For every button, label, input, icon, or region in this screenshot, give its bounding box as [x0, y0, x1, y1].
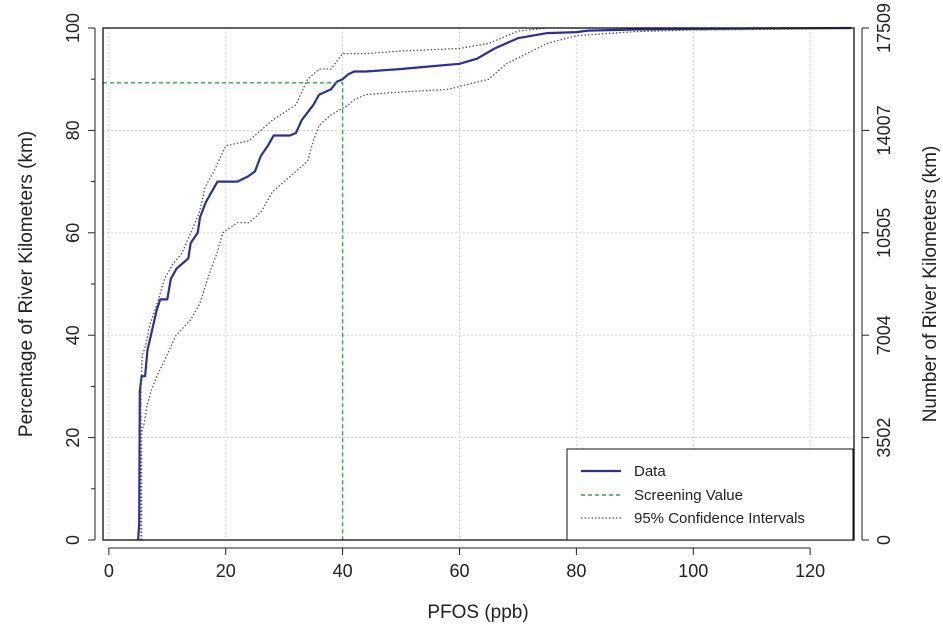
- y-tick-label-right: 10505: [874, 208, 894, 258]
- legend-label-confidence-intervals: 95% Confidence Intervals: [634, 510, 805, 527]
- legend-box: [566, 448, 854, 541]
- x-tick-label: 20: [216, 561, 236, 581]
- x-axis: 0 20 40 60 80 100 120: [104, 547, 825, 581]
- y-tick-label-left: 60: [63, 223, 83, 243]
- legend-label-data: Data: [634, 463, 666, 480]
- x-tick-label: 60: [449, 561, 469, 581]
- series-layer: [103, 26, 852, 541]
- y-tick-label-left: 20: [63, 428, 83, 448]
- x-tick-label: 80: [566, 561, 586, 581]
- y-tick-label-right: 7004: [874, 315, 894, 355]
- y-tick-label-left: 40: [63, 325, 83, 345]
- legend: Data Screening Value 95% Confidence Inte…: [566, 448, 854, 541]
- x-tick-label: 0: [104, 561, 114, 581]
- y-tick-label-left: 0: [63, 535, 83, 545]
- legend-label-screening-value: Screening Value: [634, 487, 743, 504]
- x-tick-label: 100: [678, 561, 708, 581]
- y-tick-label-right: 0: [874, 535, 894, 545]
- y-axis-title-left: Percentage of River Kilometers (km): [16, 131, 37, 437]
- series-line-screening-value: [103, 82, 344, 540]
- y-axis-right: 0 3502 7004 10505 14007 17509: [861, 3, 894, 545]
- series-line-95-confidence-intervals: [140, 27, 852, 540]
- x-tick-label: 120: [795, 561, 825, 581]
- y-tick-label-right: 3502: [874, 418, 894, 458]
- series-line-data: [137, 26, 852, 541]
- y-tick-label-right: 14007: [874, 105, 894, 155]
- y-axis-left: 0 20 40 60 80 100: [63, 13, 96, 545]
- x-tick-label: 40: [333, 561, 353, 581]
- plot-frame: [102, 27, 855, 541]
- x-axis-title: PFOS (ppb): [427, 602, 528, 623]
- series-line-95-confidence-intervals-lower: [140, 27, 852, 540]
- y-tick-label-right: 17509: [874, 3, 894, 53]
- y-axis-title-right: Number of River Kilometers (km): [920, 146, 941, 423]
- y-tick-label-left: 80: [63, 120, 83, 140]
- y-tick-label-left: 100: [63, 13, 83, 43]
